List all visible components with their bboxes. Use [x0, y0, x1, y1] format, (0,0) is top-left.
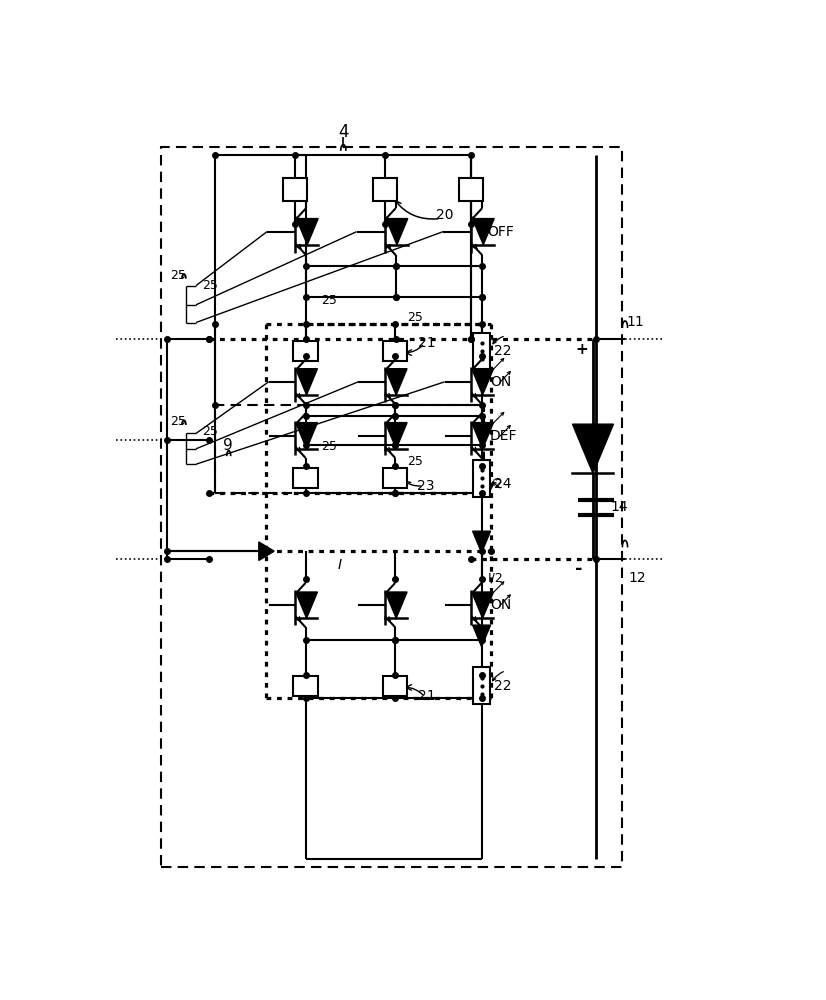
Bar [383, 468, 407, 488]
Text: I/2: I/2 [488, 572, 504, 585]
Polygon shape [385, 423, 407, 449]
Text: OFF: OFF [487, 225, 515, 239]
Polygon shape [296, 592, 317, 618]
Bar [216, 405, 484, 493]
Text: 25: 25 [202, 425, 218, 438]
Bar [283, 178, 307, 201]
Bar [459, 178, 483, 201]
Text: 21: 21 [418, 336, 436, 350]
Bar [373, 178, 397, 201]
Text: 25: 25 [407, 455, 423, 468]
Text: 21: 21 [418, 689, 436, 703]
Bar [293, 341, 318, 361]
Polygon shape [386, 219, 408, 245]
Polygon shape [385, 369, 407, 395]
Polygon shape [472, 625, 491, 647]
Polygon shape [385, 592, 407, 618]
Polygon shape [296, 369, 317, 395]
Text: ON: ON [490, 598, 511, 612]
Polygon shape [259, 542, 274, 560]
Text: 22: 22 [495, 679, 512, 693]
Text: 25: 25 [170, 415, 187, 428]
Text: 11: 11 [626, 315, 644, 329]
Polygon shape [472, 369, 493, 395]
Polygon shape [472, 219, 494, 245]
Text: 4: 4 [338, 123, 349, 141]
Bar [473, 667, 490, 704]
Text: 9: 9 [223, 438, 233, 453]
Text: -: - [575, 560, 582, 578]
Polygon shape [572, 424, 614, 473]
Text: ON: ON [490, 375, 511, 389]
Polygon shape [472, 531, 491, 553]
Polygon shape [296, 423, 317, 449]
Polygon shape [472, 592, 493, 618]
Text: 22: 22 [495, 344, 512, 358]
Bar [383, 341, 407, 361]
Text: 25: 25 [407, 311, 423, 324]
Bar [161, 147, 622, 867]
Text: 23: 23 [417, 479, 434, 493]
Text: +: + [575, 342, 588, 357]
Bar [473, 460, 490, 497]
Text: 25: 25 [320, 440, 337, 453]
Text: 25: 25 [320, 294, 337, 307]
Text: I/2: I/2 [488, 477, 504, 490]
Bar [383, 676, 407, 696]
Polygon shape [297, 219, 318, 245]
Polygon shape [472, 423, 493, 449]
Text: 25: 25 [170, 269, 187, 282]
Bar [293, 468, 318, 488]
Text: 12: 12 [629, 571, 646, 585]
Text: 24: 24 [495, 477, 512, 491]
Text: I: I [338, 558, 342, 572]
Text: DEF: DEF [490, 429, 518, 443]
Text: 14: 14 [610, 500, 628, 514]
Bar [293, 676, 318, 696]
Text: 25: 25 [202, 279, 218, 292]
Bar [473, 333, 490, 369]
Text: 20: 20 [436, 208, 453, 222]
